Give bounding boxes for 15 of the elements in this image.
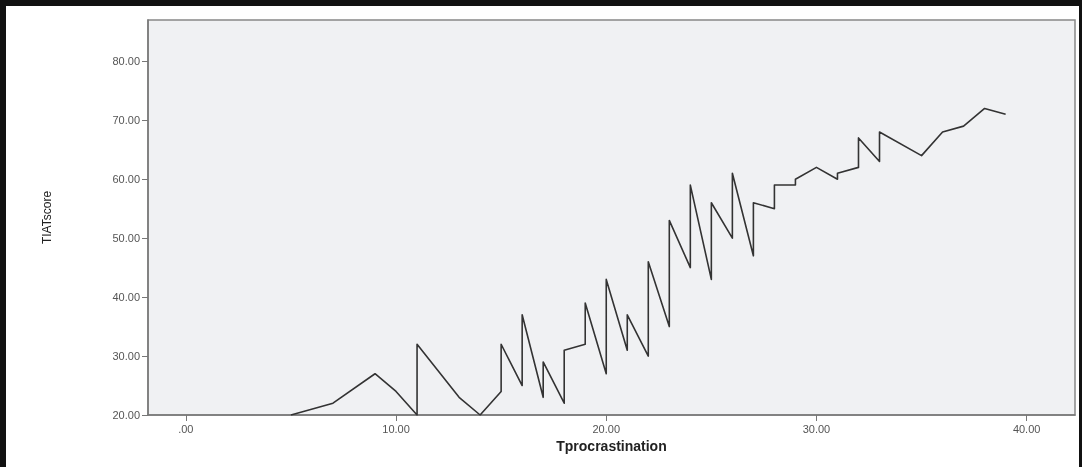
y-tick-label: 20.00 <box>112 409 140 421</box>
y-tick-label: 50.00 <box>112 232 140 245</box>
y-tick-label: 70.00 <box>112 114 140 127</box>
x-tick-label: 10.00 <box>382 422 410 435</box>
x-tick-label: 40.00 <box>1012 422 1041 435</box>
y-tick-label: 60.00 <box>112 173 140 186</box>
y-tick-label: 80.00 <box>112 55 140 68</box>
x-tick-label: 30.00 <box>802 422 831 435</box>
x-tick-label: 20.00 <box>592 422 621 435</box>
y-tick-label: 40.00 <box>112 291 140 304</box>
y-tick-label: 30.00 <box>112 350 140 363</box>
y-axis-title: TIATscore <box>40 190 54 245</box>
x-axis-title: Tprocrastination <box>556 437 667 454</box>
x-tick-label: .00 <box>178 422 194 435</box>
line-series <box>290 107 1007 416</box>
